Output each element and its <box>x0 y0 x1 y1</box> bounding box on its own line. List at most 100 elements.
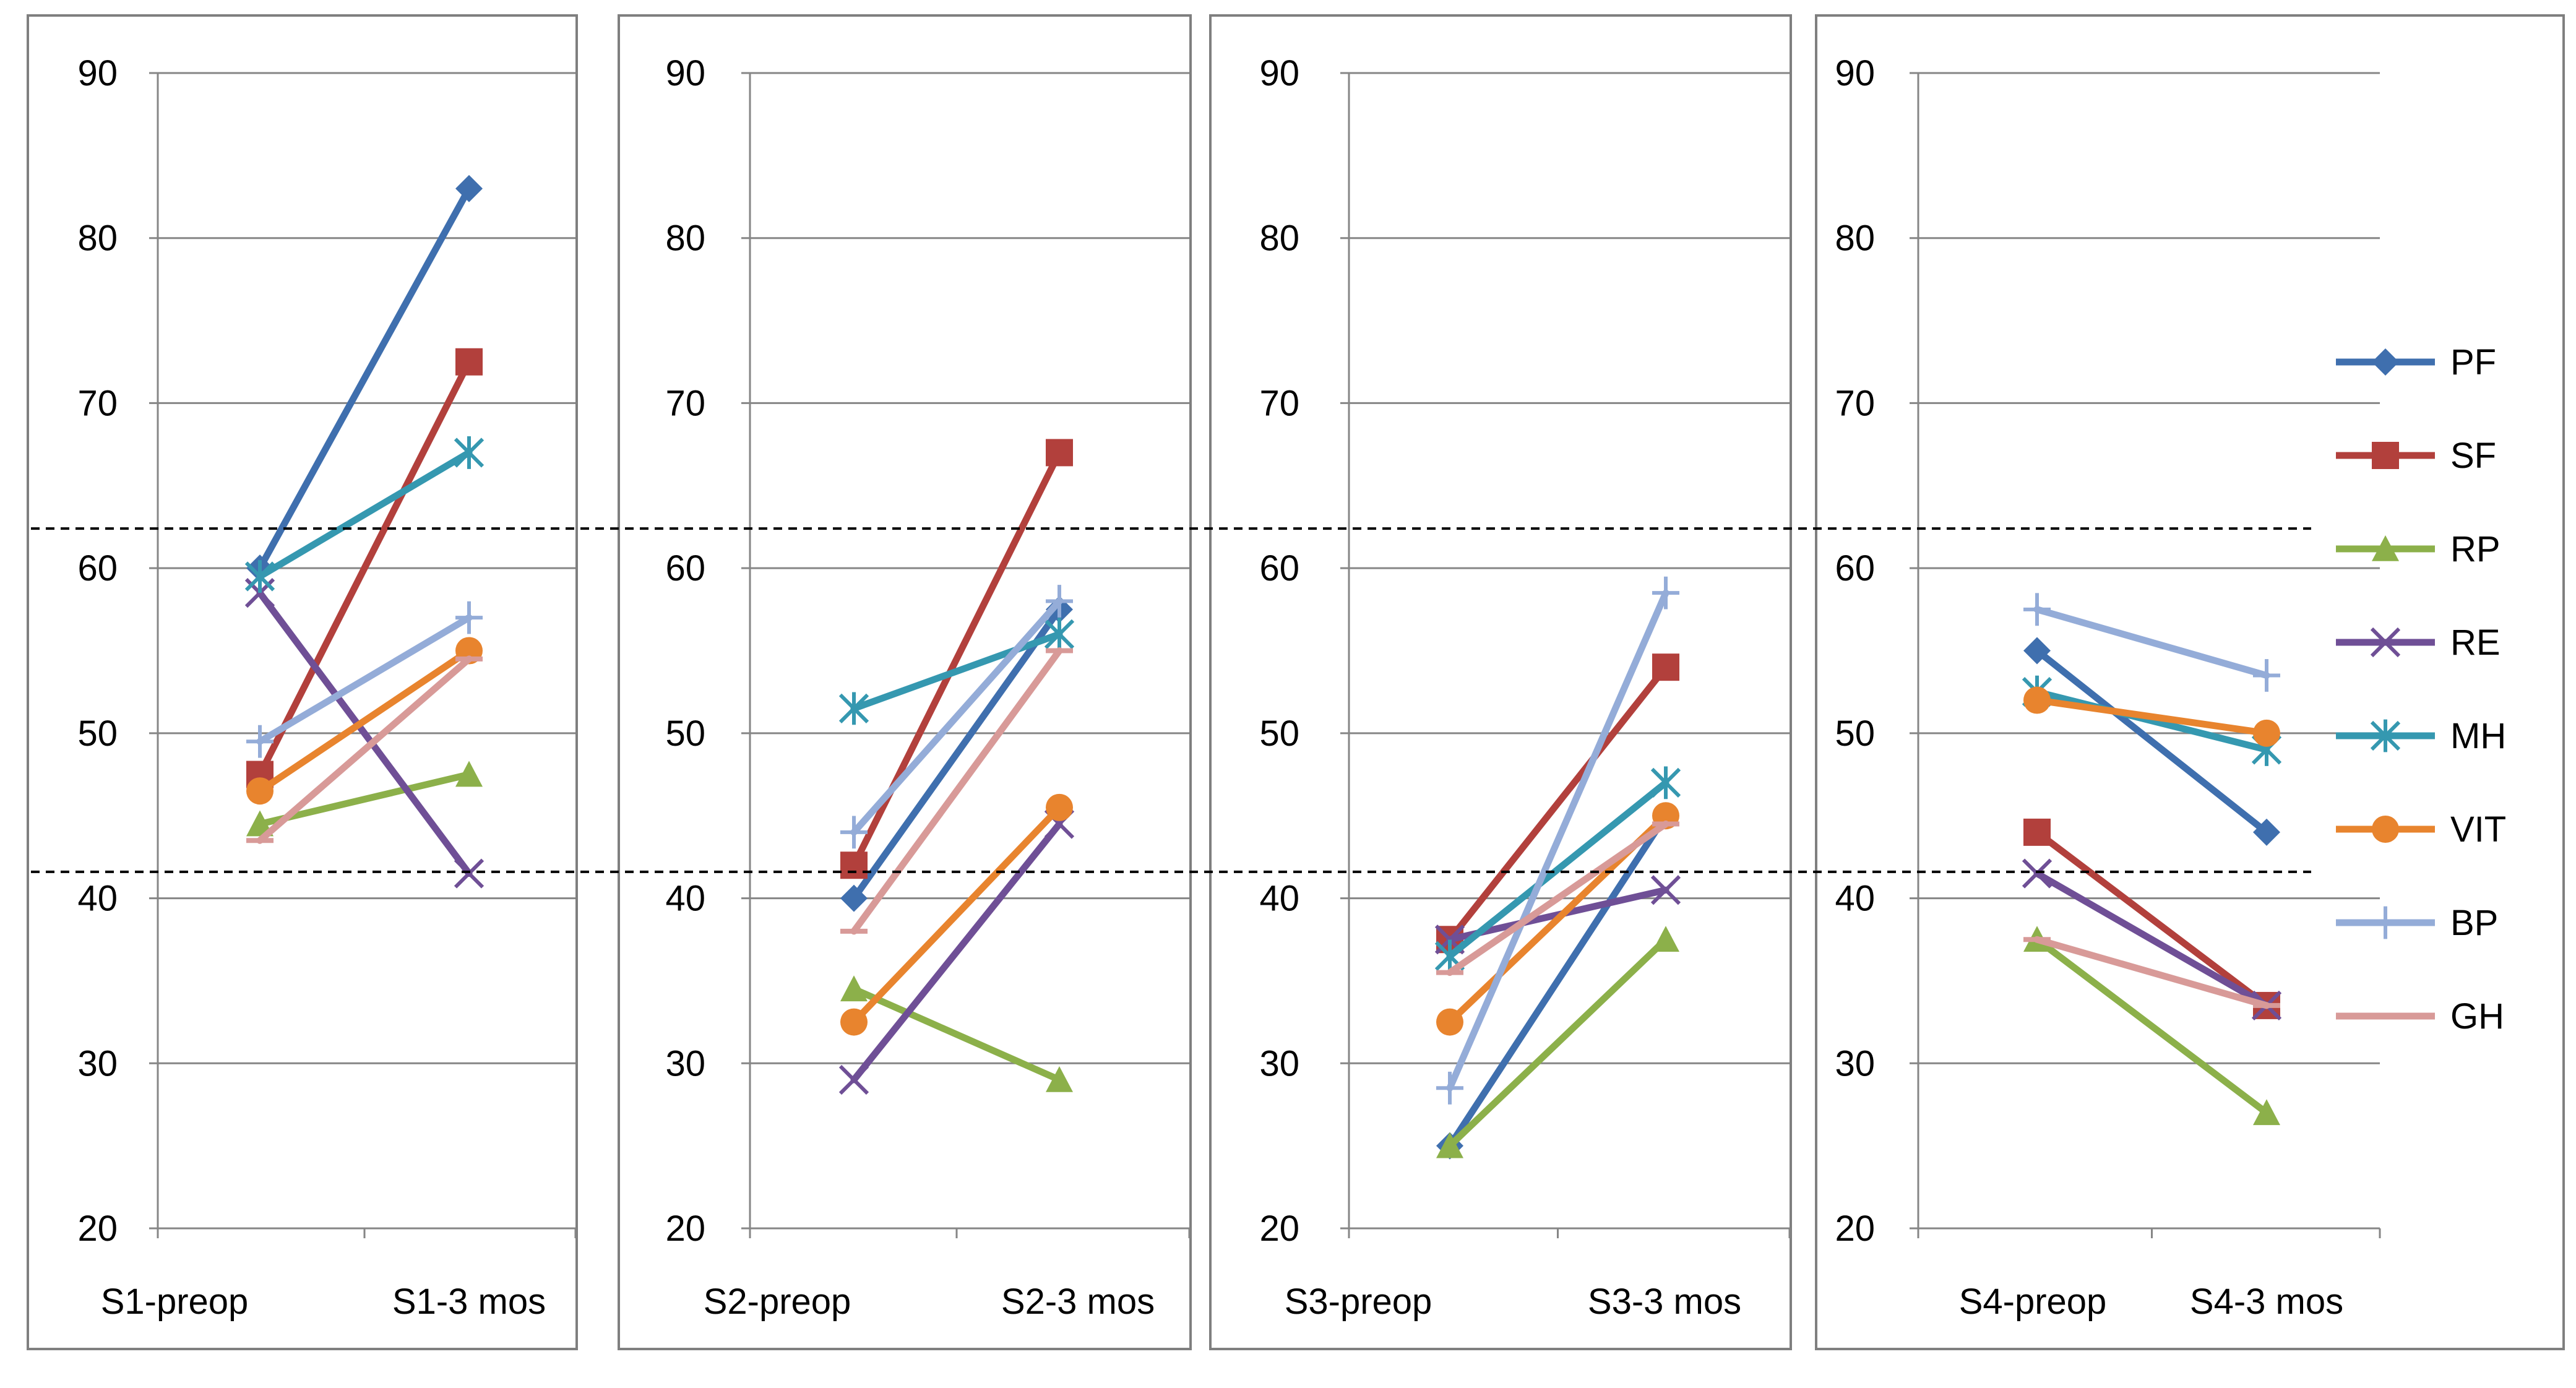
marker-bp-1 <box>1652 576 1679 610</box>
x-category-label: S1-preop <box>101 1282 249 1322</box>
y-tick-label: 50 <box>665 713 705 754</box>
legend-entry-rp: RP <box>2336 529 2501 569</box>
y-tick-label: 40 <box>1259 879 1299 919</box>
x-category-label: S3-preop <box>1285 1282 1432 1322</box>
series-bp <box>840 585 1073 849</box>
marker-mh-1 <box>1650 766 1681 800</box>
legend-label: RP <box>2450 529 2501 569</box>
series-line-pf <box>2033 647 2270 836</box>
marker-pf-1 <box>2253 818 2280 846</box>
marker-vit-0 <box>2023 686 2051 714</box>
marker-bp-legend <box>2372 906 2399 939</box>
marker-rp-0 <box>246 810 274 837</box>
panel-frame <box>1209 14 1792 1350</box>
y-tick-label: 20 <box>77 1209 118 1249</box>
legend-label: RE <box>2450 623 2501 663</box>
series-bp <box>246 601 483 758</box>
y-tick-label: 20 <box>1835 1209 1875 1249</box>
marker-vit-1 <box>1046 793 1073 821</box>
marker-rp-0 <box>840 975 868 1002</box>
legend-entry-vit: VIT <box>2336 809 2506 850</box>
marker-sf-legend <box>2372 442 2399 469</box>
legend-entry-gh: GH <box>2336 996 2504 1037</box>
y-tick-label: 60 <box>1259 548 1299 588</box>
series-line-re <box>850 821 1063 1084</box>
y-tick-label: 30 <box>1259 1043 1299 1084</box>
series-line-sf <box>1446 663 1669 943</box>
legend-entry-re: RE <box>2336 623 2501 663</box>
marker-re-legend <box>2370 627 2401 658</box>
x-category-label: S2-preop <box>704 1282 851 1322</box>
marker-mh-0 <box>838 692 869 725</box>
y-tick-label: 50 <box>1835 713 1875 754</box>
y-tick-label: 80 <box>1259 218 1299 259</box>
series-gh <box>840 647 1073 935</box>
marker-mh-0 <box>244 560 275 593</box>
marker-rp-1 <box>2253 1099 2280 1126</box>
series-line-gh <box>850 647 1063 935</box>
series-line-re <box>256 589 473 877</box>
series-line-pf <box>1446 812 1669 1150</box>
panel-2: 20 30 40 50 60 70 80 90 S2-preop S2-3 mos <box>618 14 1192 1350</box>
series-vit <box>2023 686 2280 747</box>
series-line-vit <box>2033 697 2270 737</box>
marker-rp-1 <box>1652 926 1679 952</box>
series-line-mh <box>850 631 1063 712</box>
series-vit <box>840 793 1073 1036</box>
marker-mh-1 <box>454 436 485 469</box>
y-tick-label: 90 <box>665 53 705 93</box>
panel-frame <box>27 14 578 1350</box>
y-tick-label: 20 <box>665 1209 705 1249</box>
y-tick-label: 30 <box>1835 1043 1875 1084</box>
series-line-bp <box>1446 589 1669 1092</box>
legend-entry-sf: SF <box>2336 436 2496 476</box>
marker-pf-0 <box>2023 637 2051 665</box>
marker-mh-1 <box>1044 618 1075 651</box>
y-tick-label: 30 <box>665 1043 705 1084</box>
marker-vit-0 <box>840 1008 868 1036</box>
marker-mh-legend <box>2370 719 2401 752</box>
panel-frame <box>618 14 1192 1350</box>
marker-bp-1 <box>455 601 483 634</box>
legend-entry-pf: PF <box>2336 342 2496 382</box>
y-tick-label: 80 <box>1835 218 1875 259</box>
series-line-re <box>2033 870 2270 1009</box>
y-tick-label: 60 <box>1835 548 1875 588</box>
panel-frame <box>1815 14 2565 1350</box>
marker-rp-legend <box>2372 535 2399 561</box>
series-line-gh <box>2033 936 2270 1009</box>
legend-label: GH <box>2450 996 2504 1037</box>
series-pf <box>2023 637 2280 846</box>
chart-panels: 20 30 40 50 60 70 80 90 S1-preop S1-3 mos 20 30 40 50… <box>27 14 2565 1350</box>
marker-pf-legend <box>2372 348 2399 376</box>
series-line-gh <box>256 655 473 844</box>
marker-bp-0 <box>840 816 868 849</box>
y-tick-label: 60 <box>665 548 705 588</box>
series-line-bp <box>2033 606 2270 679</box>
y-tick-label: 30 <box>77 1043 118 1084</box>
series-line-sf <box>2033 829 2270 1009</box>
series-line-bp <box>256 614 473 745</box>
series-line-rp <box>2033 936 2270 1116</box>
marker-sf-1 <box>455 348 483 376</box>
series-line-pf <box>850 606 1063 902</box>
legend-label: BP <box>2450 903 2498 943</box>
marker-re-0 <box>838 1064 869 1095</box>
y-tick-label: 20 <box>1259 1209 1299 1249</box>
y-tick-label: 70 <box>1259 383 1299 423</box>
series-line-mh <box>1446 779 1669 960</box>
marker-sf-0 <box>2023 818 2051 846</box>
series-line-vit <box>850 804 1063 1026</box>
marker-sf-1 <box>1046 439 1073 467</box>
series-gh <box>2023 936 2280 1009</box>
marker-re-0 <box>2022 858 2053 889</box>
marker-pf-0 <box>840 884 868 912</box>
marker-sf-0 <box>840 851 868 879</box>
y-tick-label: 50 <box>77 713 118 754</box>
marker-vit-legend <box>2372 816 2399 843</box>
y-tick-label: 40 <box>1835 879 1875 919</box>
legend-label: PF <box>2450 342 2496 382</box>
x-category-label: S2-3 mos <box>1001 1282 1155 1322</box>
series-line-mh <box>2033 688 2270 754</box>
